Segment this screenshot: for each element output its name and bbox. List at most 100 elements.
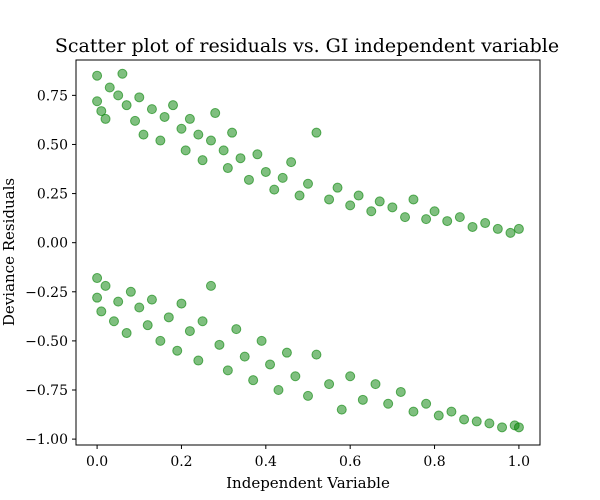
data-point xyxy=(146,104,157,115)
data-point xyxy=(205,135,216,146)
data-point xyxy=(383,398,394,409)
data-point xyxy=(471,416,482,427)
data-point xyxy=(231,324,242,335)
data-point xyxy=(159,111,170,122)
data-point xyxy=(265,359,276,370)
data-point xyxy=(433,410,444,421)
data-point xyxy=(345,371,356,382)
data-point xyxy=(260,166,271,177)
data-point xyxy=(218,145,229,156)
data-point xyxy=(324,379,335,390)
data-point xyxy=(513,422,524,433)
data-point xyxy=(370,379,381,390)
y-axis-ticks: −1.00 −0.75 −0.50 −0.25 0.00 0.25 0.50 0.75 xyxy=(25,88,76,448)
y-tick-label: −1.00 xyxy=(25,432,68,448)
data-point xyxy=(92,70,103,81)
data-point xyxy=(96,106,107,117)
data-point xyxy=(311,349,322,360)
data-point xyxy=(290,371,301,382)
data-point xyxy=(513,223,524,234)
data-point xyxy=(248,375,259,386)
data-point xyxy=(197,316,208,327)
x-axis-label: Independent Variable xyxy=(226,474,390,492)
data-point xyxy=(146,294,157,305)
data-point xyxy=(366,206,377,217)
data-point xyxy=(286,157,297,168)
data-point xyxy=(484,418,495,429)
data-point xyxy=(113,296,124,307)
data-point xyxy=(269,184,280,195)
data-point xyxy=(324,194,335,205)
data-point xyxy=(256,335,267,346)
data-point xyxy=(395,386,406,397)
data-point xyxy=(113,90,124,101)
x-tick-label: 1.0 xyxy=(508,454,530,470)
data-point xyxy=(421,398,432,409)
y-tick-label: −0.25 xyxy=(25,285,68,301)
data-point xyxy=(446,406,457,417)
data-point xyxy=(442,216,453,227)
data-point xyxy=(168,100,179,111)
plot-frame xyxy=(75,59,541,446)
data-point xyxy=(408,406,419,417)
y-tick-label: 0.50 xyxy=(37,137,68,153)
data-point xyxy=(100,280,111,291)
data-point xyxy=(303,390,313,401)
data-point xyxy=(155,335,166,346)
x-tick-label: 0.4 xyxy=(255,454,277,470)
data-point xyxy=(197,155,208,166)
data-point xyxy=(125,286,136,297)
data-point xyxy=(100,113,111,124)
data-point xyxy=(222,163,233,174)
data-point xyxy=(180,145,191,156)
data-point xyxy=(142,320,153,331)
data-point xyxy=(505,227,516,238)
data-point xyxy=(345,200,356,211)
data-point xyxy=(210,108,221,119)
data-point xyxy=(429,206,440,217)
data-point xyxy=(121,100,132,111)
data-point xyxy=(408,194,419,205)
data-point xyxy=(480,218,491,229)
data-point xyxy=(400,212,411,223)
data-point xyxy=(214,339,225,350)
data-point xyxy=(92,96,103,107)
y-tick-label: 0.00 xyxy=(37,236,68,252)
data-point xyxy=(176,298,187,309)
y-tick-label: −0.50 xyxy=(25,334,68,350)
data-point xyxy=(108,316,119,327)
y-tick-label: 0.25 xyxy=(37,187,68,203)
data-point xyxy=(184,326,195,337)
data-point xyxy=(104,82,115,93)
data-point xyxy=(205,280,216,291)
data-point xyxy=(332,182,343,193)
data-point xyxy=(184,113,195,124)
data-point xyxy=(492,223,503,234)
data-point xyxy=(252,149,263,160)
x-tick-label: 0.6 xyxy=(339,454,361,470)
data-point xyxy=(155,135,166,146)
data-point xyxy=(336,404,347,415)
data-point xyxy=(467,221,478,232)
data-point xyxy=(387,202,398,213)
data-point xyxy=(172,345,183,356)
data-point xyxy=(235,153,246,164)
data-point xyxy=(193,129,204,140)
data-point xyxy=(117,68,128,79)
x-tick-label: 0.0 xyxy=(86,454,108,470)
y-axis-label: Deviance Residuals xyxy=(0,178,18,326)
data-point xyxy=(227,127,238,138)
data-point xyxy=(421,214,432,225)
y-tick-label: −0.75 xyxy=(25,383,68,399)
data-point xyxy=(294,190,305,201)
y-tick-label: 0.75 xyxy=(37,88,68,104)
data-point xyxy=(121,328,132,339)
data-point xyxy=(243,174,254,185)
data-point xyxy=(163,312,174,323)
x-tick-label: 0.2 xyxy=(170,454,192,470)
data-point xyxy=(281,347,292,358)
x-axis-ticks: 0.0 0.2 0.4 0.6 0.8 1.0 xyxy=(86,445,530,470)
x-tick-label: 0.8 xyxy=(423,454,445,470)
data-point xyxy=(273,385,284,395)
